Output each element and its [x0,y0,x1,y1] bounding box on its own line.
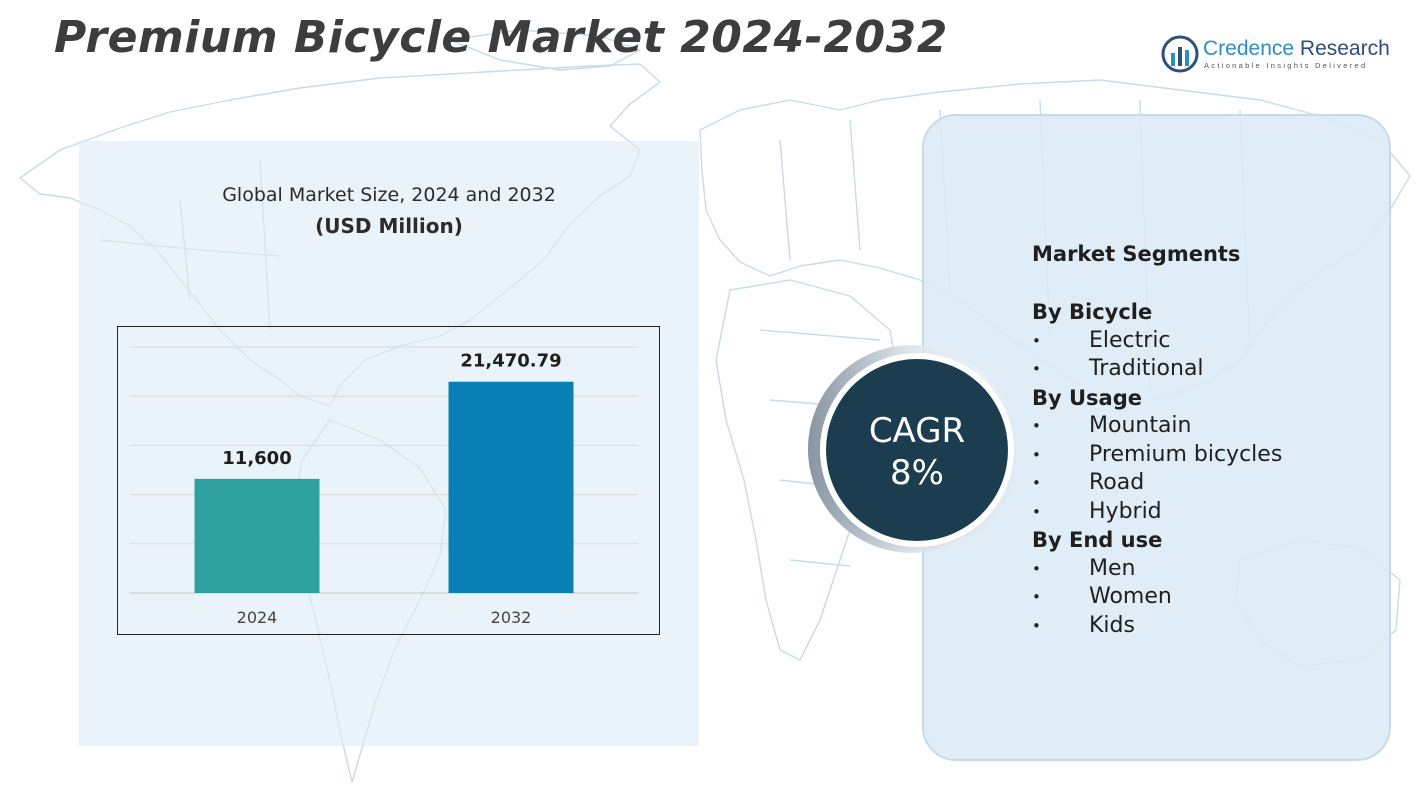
segment-item: • Traditional [1032,355,1282,384]
segment-group-title-end-use: By End use [1032,528,1163,552]
page-title: Premium Bicycle Market 2024-2032 [54,12,948,63]
segment-group-title-bicycle: By Bicycle [1032,300,1153,324]
brand-tagline: Actionable Insights Delivered [1204,61,1368,70]
cagr-label: CAGR [868,411,966,451]
bullet-icon: • [1032,445,1041,464]
segment-item-label: Traditional [1089,356,1204,381]
segment-item: • Mountain [1032,412,1282,441]
bar-chart: 11,600 2024 21,470.79 2032 [130,346,638,627]
cagr-value: 8% [890,453,944,493]
segment-item-label: Kids [1089,612,1135,638]
chart-frame: 11,600 2024 21,470.79 2032 [117,326,660,635]
cagr-badge: CAGR 8% [826,359,1008,541]
x-tick-label-2032: 2032 [491,608,532,627]
data-label-2032: 21,470.79 [460,351,561,372]
bullet-icon: • [1032,417,1041,435]
segment-group-title-usage: By Usage [1032,385,1143,410]
segment-item-label: Mountain [1089,413,1192,438]
bullet-icon: • [1032,559,1041,578]
credence-logo-icon [1161,35,1199,73]
bullet-icon: • [1032,502,1041,521]
segment-item-label: Hybrid [1089,498,1162,524]
market-segments-panel: Market Segments By Bicycle • Electric • Tr… [922,114,1391,761]
x-tick-label-2024: 2024 [237,608,278,627]
segment-item: • Kids [1032,612,1282,641]
bullet-icon: • [1032,360,1041,378]
segment-item-label: Men [1089,555,1136,581]
chart-title: Global Market Size, 2024 and 2032 [222,184,556,206]
segments-heading: Market Segments [1032,242,1241,266]
segment-item-label: Electric [1089,327,1171,353]
bar-2032 [448,381,574,593]
chart-subtitle: (USD Million) [315,214,463,238]
segment-item: • Hybrid [1032,498,1282,527]
segments-list: Market Segments By Bicycle • Electric • Tr… [1032,240,1282,640]
bullet-icon: • [1032,588,1041,606]
segment-item-label: Road [1089,470,1145,495]
segment-item: • Premium bicycles [1032,441,1282,470]
market-size-chart-panel: Global Market Size, 2024 and 2032 (USD M… [79,141,699,746]
brand-name: Credence Research [1203,37,1390,61]
bullet-icon: • [1032,616,1041,635]
brand-name-secondary: Research [1299,37,1390,60]
brand-name-primary: Credence [1203,37,1295,60]
segment-item-label: Premium bicycles [1089,441,1283,467]
bullet-icon: • [1032,474,1041,492]
segment-item: • Men [1032,555,1282,584]
bar-2024 [194,478,320,593]
segment-item-label: Women [1089,584,1172,609]
segment-item: • Women [1032,583,1282,612]
data-label-2024: 11,600 [222,448,291,469]
bullet-icon: • [1032,331,1041,350]
segment-item: • Road [1032,469,1282,498]
brand-logo-block: Credence Research Actionable Insights De… [1160,34,1400,74]
segment-item: • Electric [1032,327,1282,356]
